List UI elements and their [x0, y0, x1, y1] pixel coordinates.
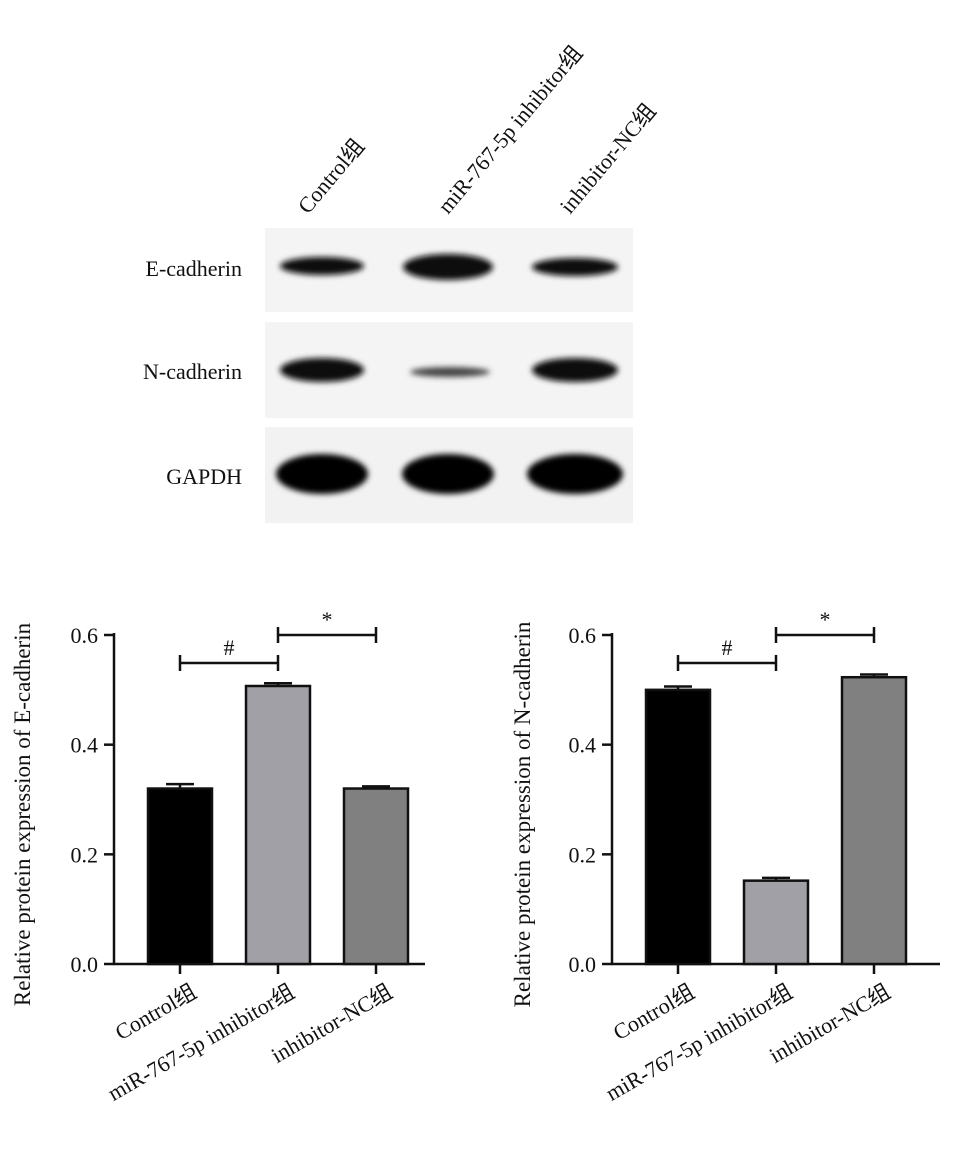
- bar: [146, 787, 214, 966]
- y-tick-label: 0.4: [71, 733, 99, 758]
- significance-label: #: [224, 635, 235, 660]
- bar: [742, 879, 810, 966]
- significance-bracket: [276, 627, 378, 643]
- bar: [644, 688, 712, 966]
- band: [527, 454, 623, 494]
- significance-bracket: [676, 655, 778, 671]
- y-tick-label: 0.0: [71, 952, 99, 977]
- bar: [342, 787, 410, 966]
- protein-label: GAPDH: [166, 464, 242, 489]
- bar: [244, 684, 312, 966]
- y-tick-label: 0.0: [569, 952, 597, 977]
- western-blot: E-cadherin N-cadherin GAPDH Control组 miR…: [143, 41, 661, 523]
- significance-label: *: [322, 607, 333, 632]
- lane-label: inhibitor-NC组: [555, 99, 661, 219]
- error-bar: [166, 782, 194, 789]
- error-bar: [664, 685, 692, 690]
- y-tick-label: 0.6: [569, 623, 597, 648]
- band: [410, 367, 490, 377]
- x-tick-label: miR-767-5p inhibitor组: [601, 979, 796, 1106]
- band: [532, 258, 618, 276]
- error-bar: [362, 785, 390, 789]
- error-bar: [762, 876, 790, 881]
- lane-label: Control组: [293, 134, 370, 218]
- significance-bracket: [178, 655, 280, 671]
- band: [403, 254, 493, 280]
- band: [532, 358, 618, 382]
- y-tick-label: 0.2: [569, 842, 597, 867]
- protein-label: N-cadherin: [143, 359, 242, 384]
- significance-label: #: [722, 635, 733, 660]
- band: [280, 358, 364, 382]
- significance-label: *: [820, 607, 831, 632]
- band: [280, 257, 364, 275]
- x-tick-label: miR-767-5p inhibitor组: [103, 979, 298, 1106]
- y-tick-label: 0.6: [71, 623, 99, 648]
- error-bar: [264, 682, 292, 686]
- y-tick-label: 0.4: [569, 733, 597, 758]
- band: [402, 454, 494, 494]
- band: [276, 454, 368, 494]
- bar: [840, 675, 908, 966]
- protein-label: E-cadherin: [146, 256, 243, 281]
- y-axis-label: Relative protein expression of E-cadheri…: [10, 622, 35, 1006]
- significance-bracket: [774, 627, 876, 643]
- y-axis-label: Relative protein expression of N-cadheri…: [510, 621, 535, 1007]
- error-bar: [860, 673, 888, 678]
- y-tick-label: 0.2: [71, 842, 99, 867]
